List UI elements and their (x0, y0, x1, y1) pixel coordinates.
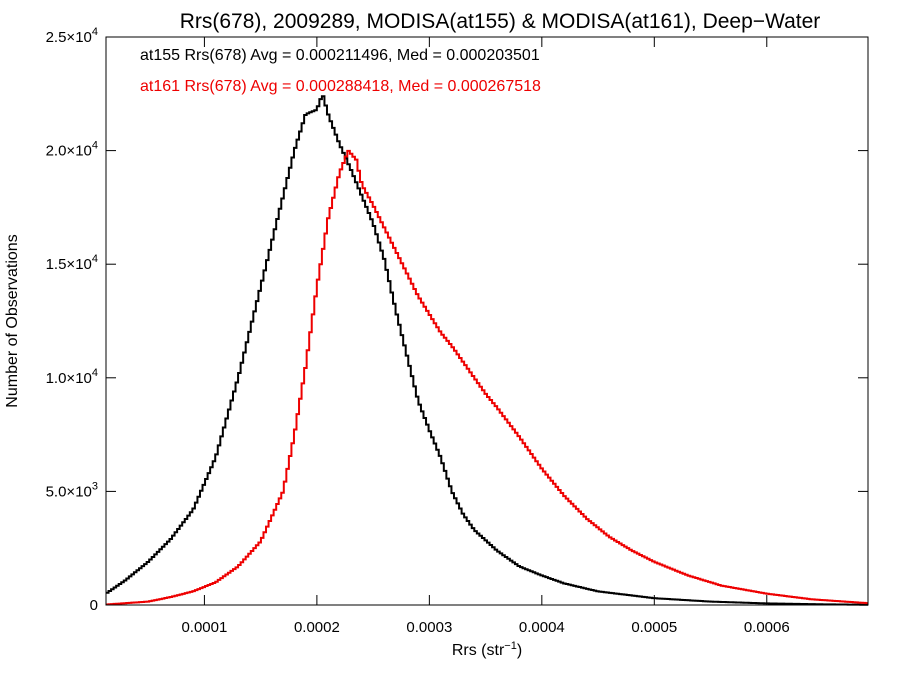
y-tick-label: 5.0×103 (46, 480, 98, 500)
x-axis-label-exponent: −1 (504, 640, 517, 652)
legend-entry-at155: at155 Rrs(678) Avg = 0.000211496, Med = … (140, 47, 540, 64)
chart-title: Rrs(678), 2009289, MODISA(at155) & MODIS… (180, 10, 821, 33)
y-tick-mantissa: 5.0×10 (46, 483, 92, 500)
y-tick-exponent: 4 (92, 367, 98, 379)
y-tick-label: 0 (90, 597, 98, 614)
y-tick-mantissa: 2.5×10 (46, 29, 92, 46)
y-tick-exponent: 4 (92, 253, 98, 265)
y-tick-mantissa: 1.5×10 (46, 256, 92, 273)
x-tick-label: 0.0005 (631, 619, 677, 636)
x-axis: 0.0001 0.0002 0.0003 0.0004 0.0005 0.0006 (181, 37, 790, 636)
series-at161 (106, 149, 868, 606)
x-tick-label: 0.0006 (744, 619, 790, 636)
y-tick-label: 1.0×104 (46, 367, 98, 387)
y-tick-mantissa: 1.0×10 (46, 370, 92, 387)
y-tick-exponent: 4 (92, 26, 98, 38)
plot-frame (105, 36, 869, 606)
y-tick-mantissa: 0 (90, 597, 98, 614)
x-tick-label: 0.0003 (406, 619, 452, 636)
x-axis-label-text: Rrs (str (452, 642, 505, 659)
y-tick-exponent: 3 (92, 480, 98, 492)
x-tick-label: 0.0004 (519, 619, 565, 636)
y-tick-label: 2.0×104 (46, 140, 98, 160)
x-tick-label: 0.0002 (294, 619, 340, 636)
legend-entry-at161: at161 Rrs(678) Avg = 0.000288418, Med = … (140, 78, 541, 95)
x-axis-label: Rrs (str−1) (452, 640, 522, 659)
y-tick-exponent: 4 (92, 140, 98, 152)
x-axis-label-close: ) (517, 642, 522, 659)
y-tick-label: 2.5×104 (46, 26, 98, 46)
series-at155 (106, 95, 868, 606)
series-group (106, 95, 868, 606)
y-axis-label: Number of Observations (4, 234, 21, 407)
y-tick-mantissa: 2.0×10 (46, 143, 92, 160)
y-tick-label: 1.5×104 (46, 253, 98, 273)
x-tick-label: 0.0001 (181, 619, 227, 636)
